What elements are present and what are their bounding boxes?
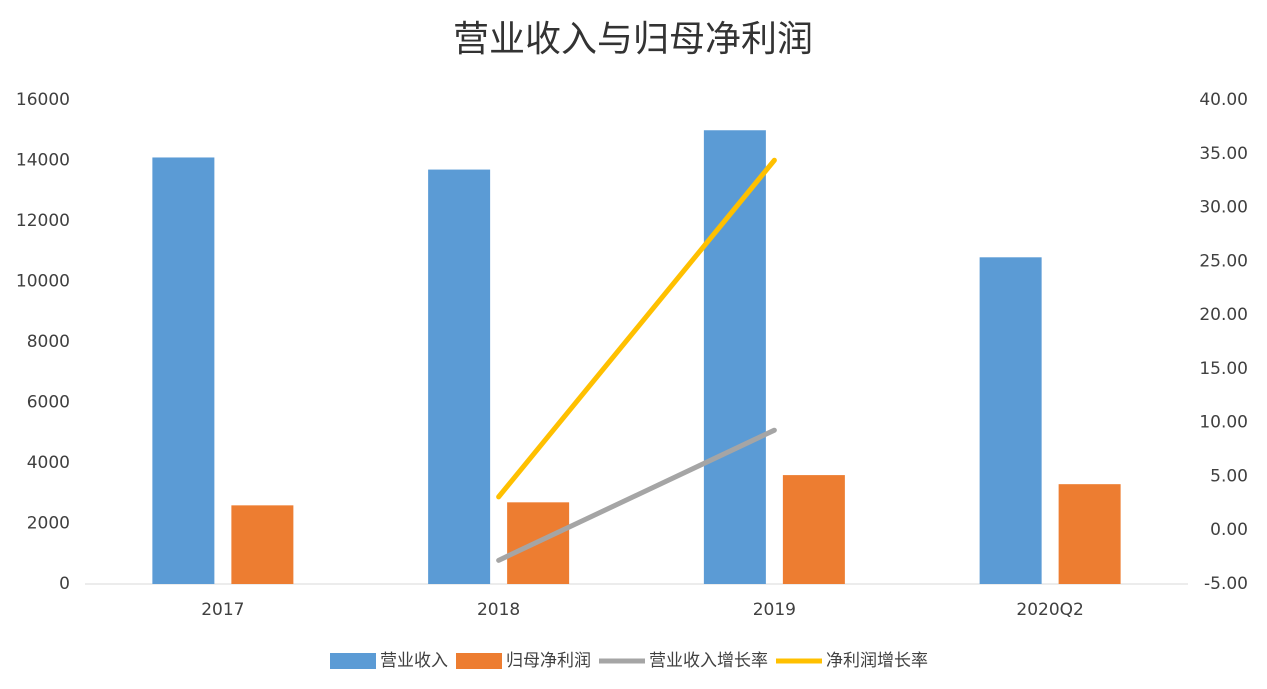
y2-tick-label: 25.00 bbox=[1199, 251, 1248, 271]
x-tick-label: 2018 bbox=[477, 600, 520, 620]
bar bbox=[1058, 484, 1121, 584]
x-tick-label: 2019 bbox=[753, 600, 796, 620]
y2-tick-label: 15.00 bbox=[1199, 359, 1248, 379]
line bbox=[496, 427, 777, 563]
bar bbox=[231, 505, 294, 584]
x-tick-label: 2020Q2 bbox=[1016, 600, 1083, 620]
legend-label: 归母净利润 bbox=[506, 651, 591, 671]
y2-tick-label: 5.00 bbox=[1210, 466, 1248, 486]
y-tick-label: 0 bbox=[59, 574, 70, 594]
chart-title: 营业收入与归母净利润 bbox=[453, 19, 813, 60]
y2-tick-label: 10.00 bbox=[1199, 413, 1248, 433]
y2-tick-label: 40.00 bbox=[1199, 90, 1248, 110]
bar bbox=[428, 169, 491, 584]
y-tick-label: 8000 bbox=[27, 332, 70, 352]
bar bbox=[152, 157, 215, 584]
y-tick-label: 4000 bbox=[27, 453, 70, 473]
bar bbox=[703, 130, 766, 584]
y-tick-label: 2000 bbox=[27, 514, 70, 534]
legend-swatch bbox=[456, 653, 502, 669]
legend-swatch bbox=[330, 653, 376, 669]
bar bbox=[782, 475, 845, 584]
line bbox=[496, 157, 777, 500]
legend-label: 营业收入增长率 bbox=[649, 651, 768, 671]
legend-label: 营业收入 bbox=[380, 651, 448, 671]
bar bbox=[979, 257, 1042, 584]
y2-tick-label: 20.00 bbox=[1199, 305, 1248, 325]
x-tick-label: 2017 bbox=[201, 600, 244, 620]
y2-tick-label: 35.00 bbox=[1199, 144, 1248, 164]
y-tick-label: 6000 bbox=[27, 393, 70, 413]
y-tick-label: 10000 bbox=[16, 272, 70, 292]
y2-tick-label: -5.00 bbox=[1204, 574, 1248, 594]
y2-tick-label: 0.00 bbox=[1210, 520, 1248, 540]
legend-label: 净利润增长率 bbox=[826, 651, 928, 671]
y2-tick-label: 30.00 bbox=[1199, 198, 1248, 218]
y-tick-label: 16000 bbox=[16, 90, 70, 110]
y-tick-label: 14000 bbox=[16, 151, 70, 171]
y-tick-label: 12000 bbox=[16, 211, 70, 231]
